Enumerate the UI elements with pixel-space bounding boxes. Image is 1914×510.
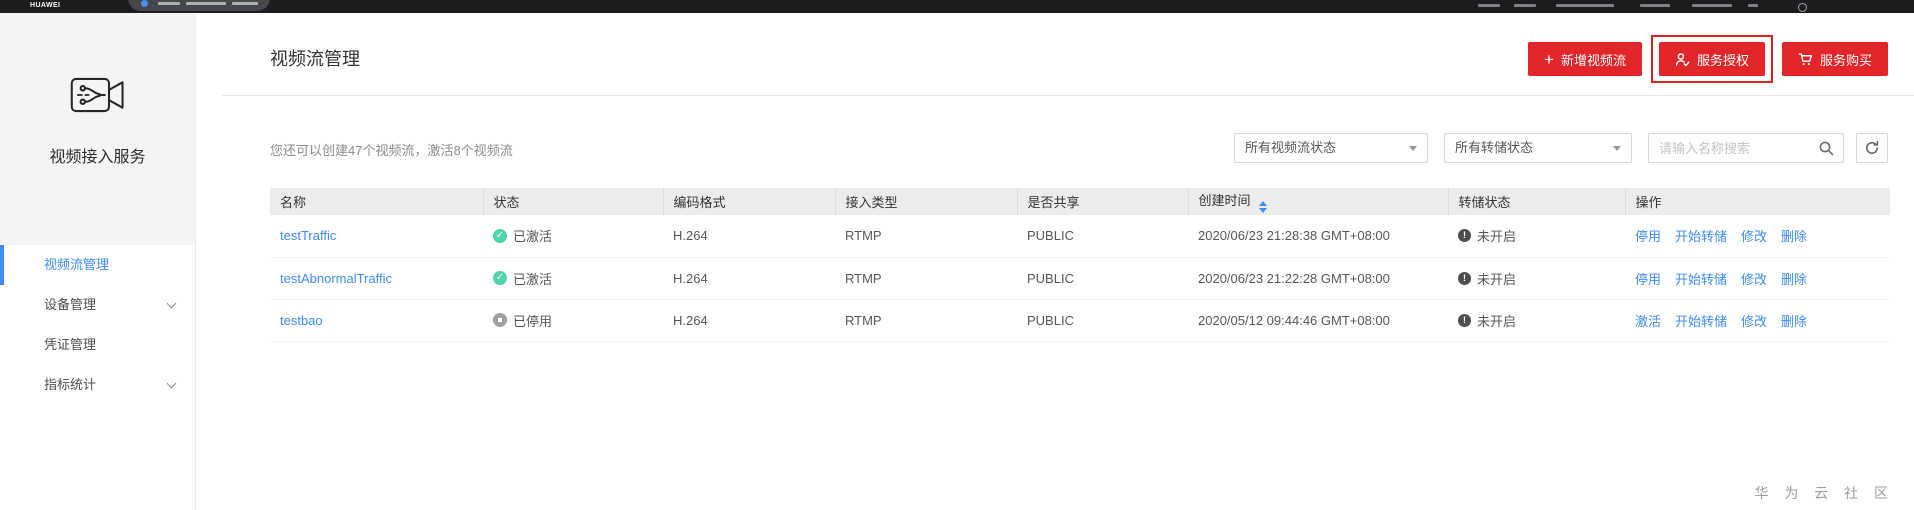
action-modify[interactable]: 修改 xyxy=(1741,229,1768,245)
status-text: 已激活 xyxy=(513,271,553,287)
search-input[interactable] xyxy=(1649,134,1843,162)
status-stopped-icon xyxy=(493,313,507,327)
sidebar-item-video-stream-mgmt[interactable]: 视频流管理 xyxy=(0,245,195,285)
action-activate[interactable]: 激活 xyxy=(1635,313,1662,329)
stream-name-link[interactable]: testAbnormalTraffic xyxy=(280,270,392,286)
sidebar-item-metrics[interactable]: 指标统计 xyxy=(0,365,195,405)
access-type-cell: RTMP xyxy=(835,257,1017,300)
sidebar-nav: 视频流管理 设备管理 凭证管理 指标统计 xyxy=(0,245,195,405)
video-camera-stream-icon xyxy=(70,77,124,113)
col-name: 名称 xyxy=(270,188,483,215)
col-created: 创建时间 xyxy=(1187,188,1448,215)
stream-status-filter[interactable]: 所有视频流状态 xyxy=(1234,133,1428,163)
sidebar-item-device-mgmt[interactable]: 设备管理 xyxy=(0,285,195,325)
table-row: testAbnormalTraffic 已激活 H.264 RTMP PUBLI… xyxy=(270,257,1890,300)
service-purchase-button[interactable]: 服务购买 xyxy=(1781,42,1888,76)
codec-cell: H.264 xyxy=(663,257,835,300)
codec-cell: H.264 xyxy=(663,299,835,342)
refresh-icon xyxy=(1866,140,1879,154)
action-delete[interactable]: 删除 xyxy=(1781,313,1808,329)
col-shared: 是否共享 xyxy=(1016,188,1188,215)
quota-text: 您还可以创建47个视频流，激活8个视频流 xyxy=(270,143,513,158)
search-icon[interactable] xyxy=(1818,140,1835,157)
dump-status-text: 未开启 xyxy=(1477,271,1517,287)
topbar-menu-item[interactable] xyxy=(1556,4,1614,7)
topbar-menu-item[interactable] xyxy=(1514,4,1536,7)
chevron-down-icon xyxy=(166,378,177,389)
col-codec: 编码格式 xyxy=(662,188,835,215)
dump-off-icon xyxy=(1458,313,1471,327)
add-stream-button[interactable]: 新增视频流 xyxy=(1528,42,1642,76)
created-cell: 2020/06/23 21:22:28 GMT+08:00 xyxy=(1188,257,1448,300)
main-content: 视频流管理 新增视频流 服务授权 xyxy=(197,13,1914,510)
created-cell: 2020/05/12 09:44:46 GMT+08:00 xyxy=(1188,299,1448,342)
access-type-cell: RTMP xyxy=(835,299,1017,342)
plus-icon xyxy=(1544,51,1554,68)
caret-down-icon xyxy=(1613,146,1621,151)
user-avatar-icon[interactable] xyxy=(1798,3,1807,12)
topbar-menu-item[interactable] xyxy=(1640,4,1670,7)
cart-icon xyxy=(1798,52,1812,65)
col-status: 状态 xyxy=(482,188,663,215)
status-text: 已激活 xyxy=(513,229,553,245)
header-divider xyxy=(222,95,1914,96)
action-start-dump[interactable]: 开始转储 xyxy=(1675,229,1728,245)
dump-off-icon xyxy=(1458,229,1471,243)
status-active-icon xyxy=(493,228,507,243)
col-access-type: 接入类型 xyxy=(834,188,1017,215)
action-delete[interactable]: 删除 xyxy=(1781,229,1808,245)
table-row: testbao 已停用 H.264 RTMP PUBLIC 2020/05/12… xyxy=(270,299,1890,342)
dump-status-filter[interactable]: 所有转储状态 xyxy=(1444,133,1632,163)
action-modify[interactable]: 修改 xyxy=(1741,313,1768,329)
page-title: 视频流管理 xyxy=(270,49,360,69)
sort-icon[interactable] xyxy=(1258,201,1267,213)
dump-off-icon xyxy=(1458,271,1471,285)
region-selector-pill[interactable] xyxy=(128,0,270,11)
person-check-icon xyxy=(1675,52,1690,66)
shared-cell: PUBLIC xyxy=(1017,215,1188,258)
shared-cell: PUBLIC xyxy=(1017,257,1188,300)
col-dump-status: 转储状态 xyxy=(1447,188,1625,215)
dump-status-text: 未开启 xyxy=(1477,229,1517,245)
topbar: HUAWEI xyxy=(0,0,1914,13)
action-modify[interactable]: 修改 xyxy=(1741,271,1768,287)
sidebar-service-header: 视频接入服务 xyxy=(0,13,195,245)
status-text: 已停用 xyxy=(513,313,553,329)
search-box xyxy=(1648,133,1844,163)
action-start-dump[interactable]: 开始转储 xyxy=(1675,271,1728,287)
action-start-dump[interactable]: 开始转储 xyxy=(1675,313,1728,329)
table-row: testTraffic 已激活 H.264 RTMP PUBLIC 2020/0… xyxy=(270,215,1890,258)
topbar-menu-item[interactable] xyxy=(1692,4,1732,7)
service-title: 视频接入服务 xyxy=(49,149,146,166)
status-active-icon xyxy=(493,271,507,285)
stream-name-link[interactable]: testbao xyxy=(280,312,323,328)
topbar-menu-item[interactable] xyxy=(1478,4,1500,7)
access-type-cell: RTMP xyxy=(835,215,1017,258)
col-operations: 操作 xyxy=(1624,188,1890,215)
table-header: 名称 状态 编码格式 接入类型 是否共享 创建时间 转储状态 操作 xyxy=(270,188,1890,215)
stream-name-link[interactable]: testTraffic xyxy=(280,228,337,244)
topbar-menu-item[interactable] xyxy=(1748,4,1758,7)
action-disable[interactable]: 停用 xyxy=(1635,271,1662,287)
service-authorization-button[interactable]: 服务授权 xyxy=(1658,42,1765,76)
created-cell: 2020/06/23 21:28:38 GMT+08:00 xyxy=(1188,215,1448,258)
sidebar: 视频接入服务 视频流管理 设备管理 凭证管理 指标统计 xyxy=(0,13,196,510)
shared-cell: PUBLIC xyxy=(1017,299,1188,342)
region-icon xyxy=(141,0,148,7)
header-buttons: 新增视频流 服务授权 服务购买 xyxy=(1528,35,1888,83)
filter-bar: 所有视频流状态 所有转储状态 xyxy=(1234,133,1888,163)
action-delete[interactable]: 删除 xyxy=(1781,271,1808,287)
caret-down-icon xyxy=(1409,146,1417,151)
refresh-button[interactable] xyxy=(1856,133,1888,163)
stream-table: 名称 状态 编码格式 接入类型 是否共享 创建时间 转储状态 操作 testTr… xyxy=(270,188,1890,342)
chevron-down-icon xyxy=(166,298,177,309)
codec-cell: H.264 xyxy=(663,215,835,258)
sidebar-item-credential-mgmt[interactable]: 凭证管理 xyxy=(44,337,97,352)
huawei-logo: HUAWEI xyxy=(30,2,61,9)
dump-status-text: 未开启 xyxy=(1477,313,1517,329)
action-disable[interactable]: 停用 xyxy=(1635,229,1662,245)
community-watermark: 华 为 云 社 区 xyxy=(1754,485,1894,501)
